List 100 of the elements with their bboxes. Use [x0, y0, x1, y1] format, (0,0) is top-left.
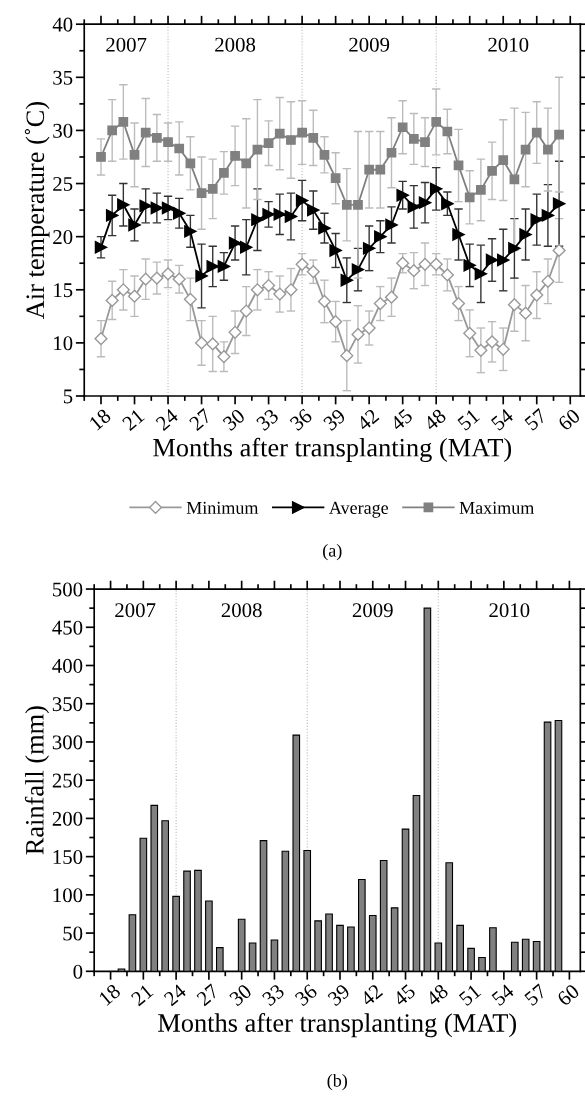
- point: [263, 138, 274, 149]
- y-tick-label: 10: [54, 336, 73, 351]
- point: [463, 259, 476, 272]
- point: [451, 296, 466, 311]
- point: [239, 304, 253, 318]
- point: [217, 350, 231, 364]
- point: [161, 267, 175, 281]
- x-tick-label: 24: [155, 407, 179, 431]
- x-tick-label: 57: [524, 983, 548, 1007]
- point: [150, 201, 164, 215]
- point: [185, 158, 196, 169]
- annotation: 2007: [115, 603, 156, 618]
- point: [441, 197, 454, 210]
- point: [262, 208, 275, 221]
- point: [117, 198, 130, 212]
- point: [140, 127, 151, 138]
- x-tick-label: 21: [130, 983, 154, 1007]
- y-tick-label: 200: [52, 811, 83, 826]
- x-tick-label: 27: [195, 983, 220, 1007]
- point: [552, 197, 566, 210]
- point: [230, 151, 240, 161]
- y-tick-label: 30: [53, 123, 73, 138]
- point: [362, 242, 376, 255]
- point: [286, 135, 296, 145]
- y-tick-label: 150: [53, 850, 83, 865]
- point: [295, 257, 309, 271]
- point: [172, 207, 186, 220]
- point: [418, 257, 432, 271]
- y-tick-label: 50: [63, 926, 83, 941]
- point: [384, 290, 399, 304]
- point: [452, 228, 465, 241]
- point: [530, 213, 543, 226]
- point: [194, 336, 209, 350]
- point: [127, 289, 142, 303]
- y-tick-label: 250: [52, 773, 83, 788]
- point: [94, 241, 108, 254]
- y-tick-label: 35: [53, 70, 73, 85]
- point: [364, 164, 375, 175]
- point: [418, 196, 432, 209]
- x-tick-label: 57: [524, 408, 548, 431]
- y-tick-label: 450: [52, 620, 83, 635]
- point: [118, 117, 129, 127]
- point: [474, 267, 488, 281]
- point: [396, 256, 410, 270]
- x-tick-label: 33: [261, 983, 286, 1007]
- point: [329, 315, 343, 329]
- point: [509, 174, 520, 185]
- point: [407, 264, 421, 278]
- text: (b): [327, 1073, 347, 1091]
- legend-label: Maximum: [459, 501, 535, 514]
- annotation: 2010: [488, 37, 529, 52]
- point: [241, 158, 252, 169]
- point: [531, 127, 542, 138]
- x-tick-label: 18: [98, 983, 122, 1006]
- x-tick-label: 39: [327, 983, 351, 1007]
- point: [374, 230, 387, 243]
- point: [485, 335, 499, 349]
- text: (a): [323, 543, 342, 561]
- point: [474, 343, 488, 357]
- point: [217, 260, 231, 273]
- point: [340, 273, 354, 287]
- point: [507, 298, 521, 312]
- point: [420, 137, 430, 147]
- point: [96, 152, 106, 162]
- point: [105, 293, 119, 307]
- x-tick-label: 18: [88, 408, 112, 431]
- point: [476, 185, 486, 195]
- point: [228, 236, 242, 250]
- annotation: 2008: [221, 603, 262, 618]
- point: [251, 213, 264, 226]
- x-tick-label: 51: [457, 408, 481, 431]
- point: [228, 325, 242, 339]
- point: [407, 200, 421, 214]
- point: [150, 271, 164, 285]
- x-axis-title: Months after transplanting (MAT): [153, 437, 512, 463]
- point: [116, 283, 130, 297]
- point: [340, 349, 354, 363]
- point: [431, 117, 442, 127]
- y-tick-label: 300: [52, 735, 83, 750]
- annotation: 2009: [352, 603, 393, 618]
- x-tick-label: 42: [359, 983, 384, 1007]
- x-tick-label: 51: [458, 983, 482, 1007]
- point: [463, 326, 477, 340]
- point: [496, 253, 510, 267]
- y-tick-label: 400: [52, 658, 83, 673]
- x-tick-label: 48: [424, 983, 450, 1007]
- y-tick-label: 100: [53, 888, 83, 903]
- point: [541, 274, 555, 288]
- point: [318, 221, 331, 235]
- point: [554, 129, 564, 140]
- point: [163, 137, 173, 147]
- y-tick-label: 350: [52, 697, 83, 712]
- point: [307, 203, 320, 217]
- point: [508, 242, 521, 255]
- x-tick-label: 21: [121, 408, 145, 431]
- x-tick-label: 45: [389, 408, 414, 432]
- x-tick-label: 54: [491, 983, 515, 1007]
- x-tick-label: 42: [355, 408, 380, 432]
- point: [317, 294, 332, 309]
- point: [306, 265, 320, 279]
